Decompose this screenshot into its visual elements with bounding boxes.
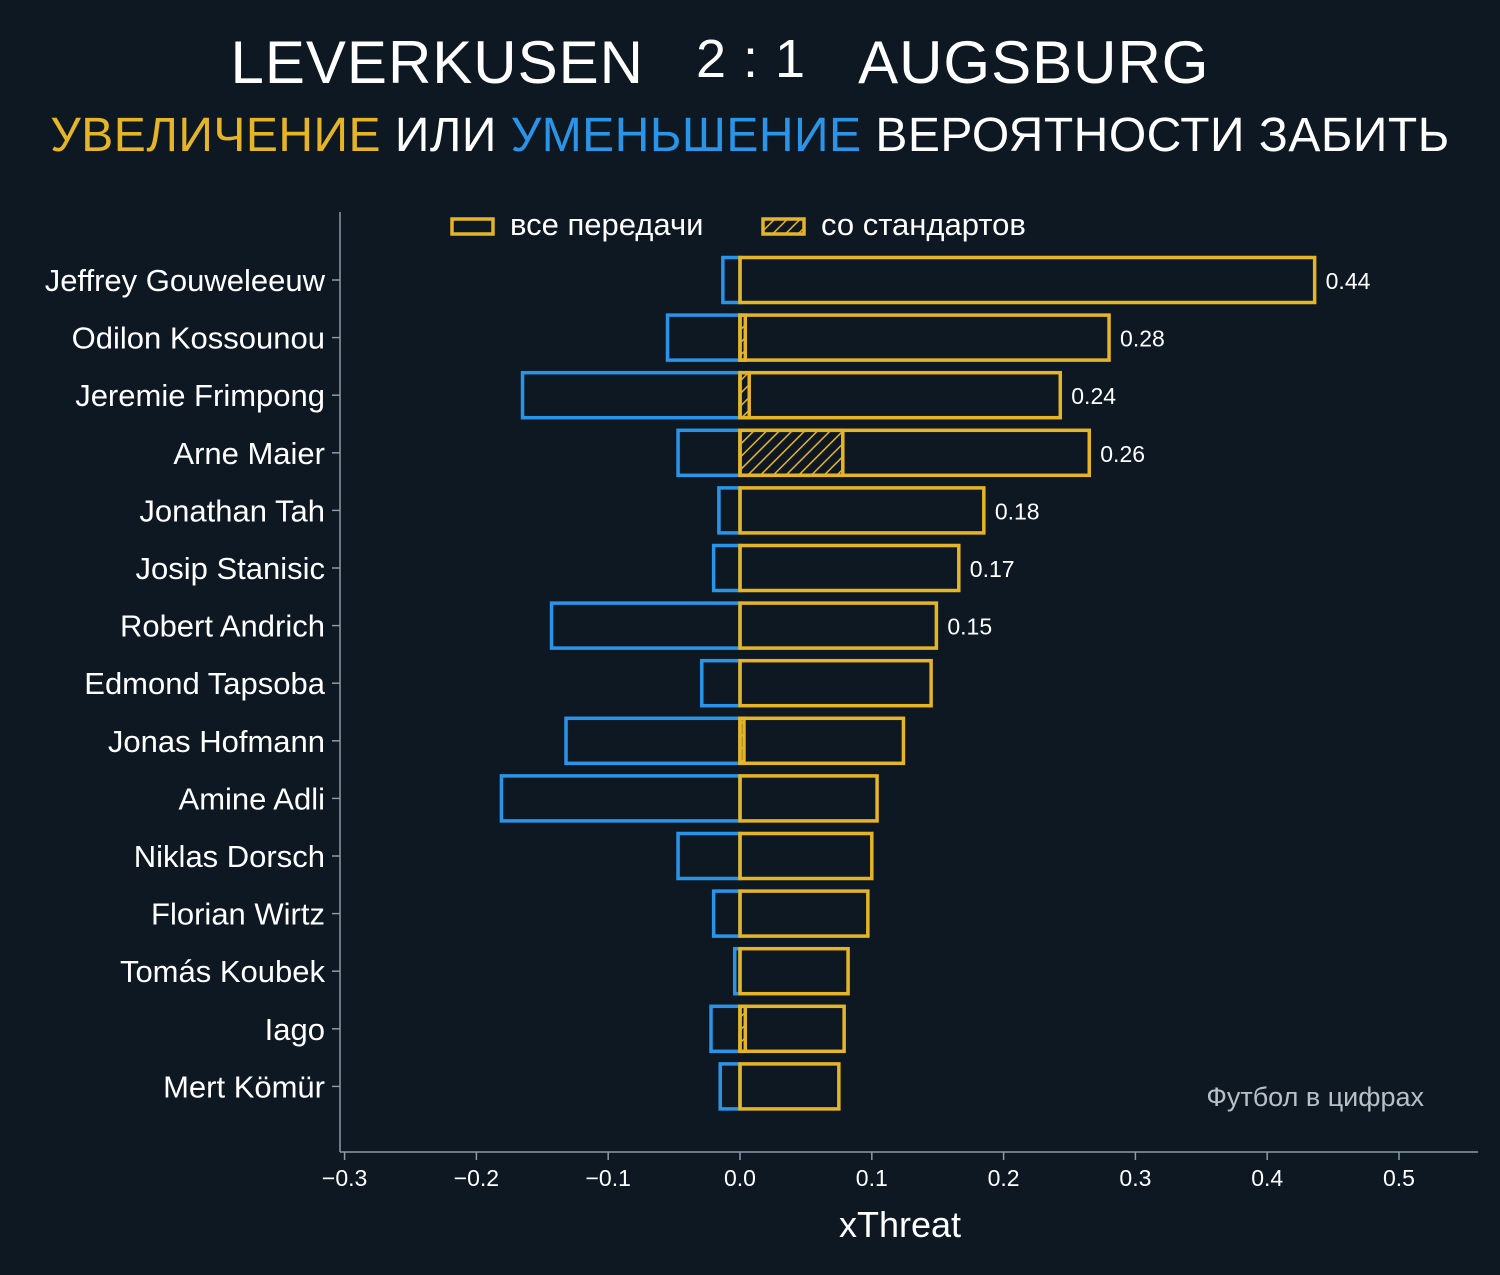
y-tick-label: Jeremie Frimpong xyxy=(75,378,325,413)
subtitle-decrease: УМЕНЬШЕНИЕ xyxy=(510,109,862,162)
y-tick-label: Odilon Kossounou xyxy=(72,321,325,356)
y-tick-label: Jeffrey Gouweleeuw xyxy=(45,263,326,298)
x-tick-label: 0.2 xyxy=(988,1165,1020,1191)
y-tick-label: Florian Wirtz xyxy=(151,897,325,932)
y-tick-label: Jonathan Tah xyxy=(139,493,325,528)
bar-decrease xyxy=(564,716,742,766)
bar-increase xyxy=(738,370,1063,420)
bar-decrease xyxy=(676,831,742,881)
x-axis-label: xThreat xyxy=(839,1204,961,1245)
bar-decrease xyxy=(717,486,742,535)
x-tick-label: −0.2 xyxy=(454,1165,499,1191)
bar-increase xyxy=(738,313,1111,362)
chart-subtitle: УВЕЛИЧЕНИЕ ИЛИ УМЕНЬШЕНИЕ ВЕРОЯТНОСТИ ЗА… xyxy=(0,108,1500,163)
data-label: 0.24 xyxy=(1071,383,1116,409)
bar-increase xyxy=(738,716,906,766)
subtitle-or: ИЛИ xyxy=(394,109,497,162)
y-tick-label: Niklas Dorsch xyxy=(134,839,325,874)
data-label: 0.17 xyxy=(970,556,1015,582)
bar-increase xyxy=(738,946,850,996)
bar-increase xyxy=(738,1062,841,1111)
bar-decrease xyxy=(709,1004,742,1054)
bar-increase xyxy=(738,889,870,938)
y-tick-label: Josip Stanisic xyxy=(135,551,325,586)
bar-decrease xyxy=(520,370,742,420)
bar-decrease xyxy=(676,428,742,478)
bar-decrease xyxy=(721,255,742,305)
y-tick-label: Robert Andrich xyxy=(120,609,325,644)
legend-swatch-set-pieces xyxy=(761,217,806,236)
bar-decrease xyxy=(700,658,742,708)
bar-set-pieces xyxy=(738,428,845,478)
bar-increase xyxy=(738,658,933,708)
legend-swatch-all-passes xyxy=(450,217,495,236)
home-team: LEVERKUSEN xyxy=(230,29,644,96)
y-tick-label: Iago xyxy=(265,1012,325,1047)
x-tick-label: −0.1 xyxy=(585,1165,630,1191)
data-label: 0.26 xyxy=(1100,441,1145,467)
y-tick-label: Tomás Koubek xyxy=(120,954,326,989)
bar-increase xyxy=(738,774,879,823)
x-tick-label: 0.3 xyxy=(1119,1165,1151,1191)
y-tick-label: Jonas Hofmann xyxy=(108,724,325,759)
bar-increase xyxy=(738,831,874,881)
x-tick-label: 0.4 xyxy=(1251,1165,1283,1191)
bar-decrease xyxy=(549,601,742,650)
subtitle-rest: ВЕРОЯТНОСТИ ЗАБИТЬ xyxy=(875,109,1450,162)
data-label: 0.18 xyxy=(995,498,1040,524)
y-tick-label: Mert Kömür xyxy=(163,1069,325,1104)
x-tick-label: 0.1 xyxy=(856,1165,888,1191)
away-team: AUGSBURG xyxy=(858,29,1210,96)
bar-increase xyxy=(738,543,961,593)
chart-title: LEVERKUSEN 2 : 1 AUGSBURG xyxy=(0,28,1440,97)
watermark: Футбол в цифрах xyxy=(1206,1082,1424,1112)
bar-increase xyxy=(738,601,939,650)
bar-decrease xyxy=(711,543,742,593)
bar-decrease xyxy=(499,774,742,823)
bar-decrease xyxy=(718,1062,742,1111)
x-tick-label: 0.0 xyxy=(724,1165,756,1191)
subtitle-increase: УВЕЛИЧЕНИЕ xyxy=(50,109,382,162)
bar-increase xyxy=(738,486,986,535)
bar-increase xyxy=(738,428,1092,478)
x-tick-label: 0.5 xyxy=(1383,1165,1415,1191)
y-tick-label: Amine Adli xyxy=(179,781,325,816)
match-score: 2 : 1 xyxy=(696,29,807,89)
data-label: 0.44 xyxy=(1326,268,1371,294)
x-tick-label: −0.3 xyxy=(322,1165,367,1191)
bar-increase xyxy=(738,255,1317,305)
data-label: 0.28 xyxy=(1120,326,1165,352)
bar-decrease xyxy=(665,313,742,362)
y-tick-label: Arne Maier xyxy=(173,436,325,471)
y-tick-label: Edmond Tapsoba xyxy=(84,666,325,701)
bar-decrease xyxy=(711,889,742,938)
data-label: 0.15 xyxy=(947,614,992,640)
legend-label-all-passes: все передачи xyxy=(510,207,703,242)
legend-label-set-pieces: со стандартов xyxy=(821,207,1026,242)
bar-increase xyxy=(738,1004,846,1054)
